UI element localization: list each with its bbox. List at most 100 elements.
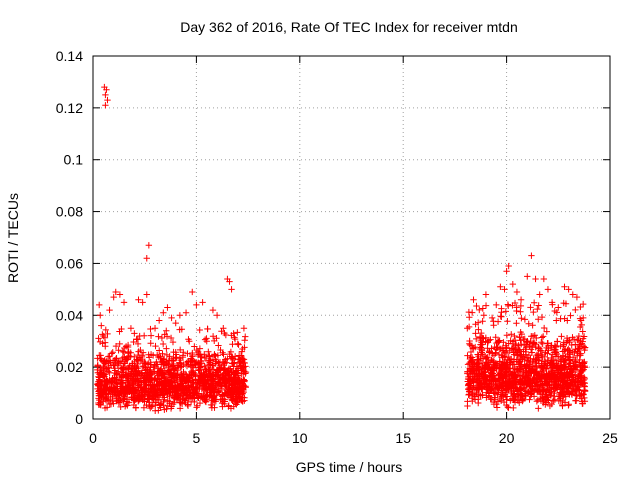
roti-point <box>521 363 529 370</box>
roti-point <box>124 356 131 363</box>
roti-point <box>520 369 527 377</box>
roti-point <box>229 356 237 364</box>
roti-point <box>526 343 533 350</box>
roti-point <box>193 359 200 366</box>
roti-point <box>515 342 522 349</box>
roti-point <box>480 335 487 342</box>
roti-point <box>506 374 514 382</box>
roti-point <box>517 302 525 310</box>
roti-point <box>108 350 115 357</box>
roti-point <box>240 363 247 371</box>
roti-point <box>187 394 195 402</box>
roti-point <box>538 313 546 321</box>
y-tick-label: 0.1 <box>64 152 84 168</box>
roti-point <box>115 392 123 400</box>
roti-point <box>189 288 196 296</box>
roti-point <box>505 385 512 393</box>
roti-point <box>552 349 560 356</box>
roti-point <box>206 352 213 359</box>
roti-point <box>533 370 540 377</box>
roti-point <box>466 340 473 348</box>
roti-point <box>172 372 180 379</box>
roti-point <box>571 358 579 365</box>
roti-point <box>104 378 112 385</box>
roti-point <box>545 370 552 378</box>
roti-point <box>148 370 155 377</box>
roti-point <box>565 401 572 408</box>
roti-point <box>464 361 472 368</box>
roti-point <box>473 386 481 394</box>
roti-point <box>554 357 562 365</box>
roti-point <box>184 402 192 410</box>
roti-point <box>209 333 217 340</box>
grid-lines <box>93 56 610 419</box>
roti-point <box>97 312 104 319</box>
y-tick-label: 0.04 <box>56 307 83 323</box>
roti-point <box>209 385 216 393</box>
roti-point <box>173 354 180 361</box>
roti-point <box>231 376 238 384</box>
roti-point <box>130 373 137 380</box>
roti-point <box>210 396 217 404</box>
roti-point <box>186 338 193 345</box>
roti-point <box>496 337 503 344</box>
roti-point <box>187 358 194 365</box>
roti-point <box>102 326 109 334</box>
roti-point <box>167 379 175 386</box>
roti-point <box>163 345 170 352</box>
roti-point <box>220 325 227 332</box>
roti-point <box>578 373 585 380</box>
roti-point <box>199 374 206 381</box>
roti-point <box>535 316 542 323</box>
roti-point <box>472 330 479 337</box>
roti-point <box>221 398 229 405</box>
roti-point <box>212 356 219 363</box>
roti-point <box>518 353 525 360</box>
roti-point <box>546 392 554 399</box>
roti-point <box>501 380 508 387</box>
roti-point <box>217 346 224 354</box>
roti-point <box>518 391 525 399</box>
roti-point <box>215 379 222 386</box>
roti-point <box>482 302 490 309</box>
roti-point <box>546 386 554 393</box>
roti-point <box>95 335 102 342</box>
roti-point <box>548 299 556 306</box>
roti-point <box>241 359 248 367</box>
roti-point <box>183 387 190 394</box>
roti-point <box>165 367 173 374</box>
roti-point <box>163 327 170 335</box>
roti-point <box>218 393 226 400</box>
roti-point <box>215 342 222 349</box>
roti-point <box>176 405 184 412</box>
roti-point <box>164 304 171 311</box>
roti-point <box>534 388 541 396</box>
roti-point <box>155 333 162 340</box>
roti-point <box>465 380 473 387</box>
roti-point <box>478 363 486 371</box>
roti-point <box>189 362 197 369</box>
roti-point <box>573 293 581 301</box>
roti-point <box>196 364 204 371</box>
roti-point <box>116 291 124 298</box>
roti-point <box>232 371 239 378</box>
roti-point <box>159 340 167 348</box>
roti-point <box>513 381 521 388</box>
roti-point <box>526 396 533 403</box>
roti-point <box>240 325 248 332</box>
roti-point <box>169 363 177 370</box>
roti-point <box>228 369 235 376</box>
roti-point <box>203 338 210 345</box>
roti-point <box>543 344 550 352</box>
roti-point <box>492 349 499 356</box>
roti-point <box>145 401 153 409</box>
roti-point <box>539 384 546 392</box>
roti-point <box>176 399 184 406</box>
roti-point <box>232 387 240 394</box>
roti-point <box>177 363 184 371</box>
roti-point <box>196 399 204 407</box>
roti-point <box>545 387 552 394</box>
roti-point <box>510 344 518 352</box>
roti-point <box>176 371 184 379</box>
roti-point <box>184 350 191 357</box>
